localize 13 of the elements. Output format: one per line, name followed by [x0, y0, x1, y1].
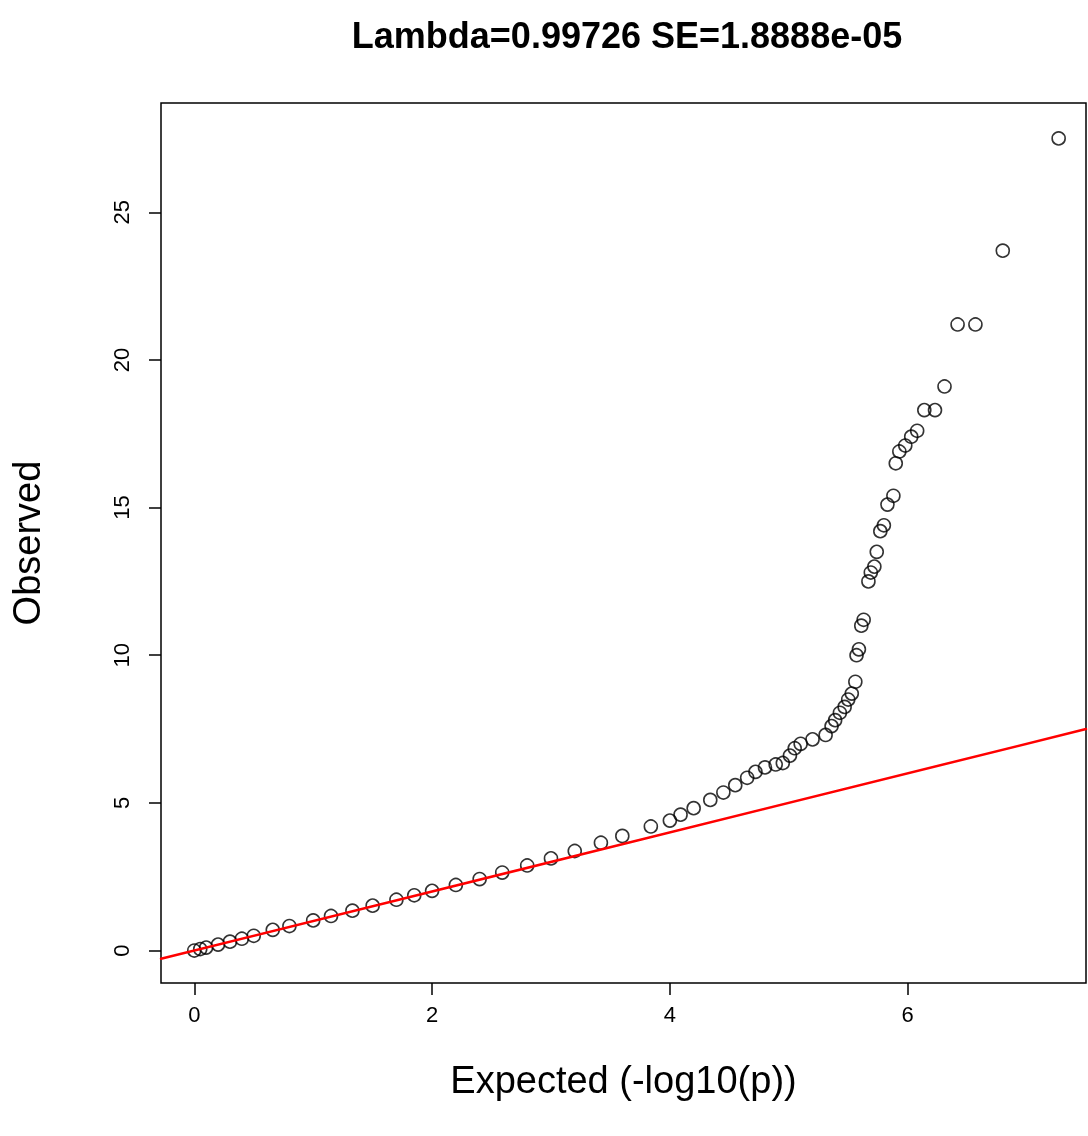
y-tick-label: 15: [108, 495, 134, 520]
x-tick-label: 6: [901, 1001, 914, 1027]
y-tick-label: 20: [108, 347, 134, 373]
chart-title: Lambda=0.99726 SE=1.8888e-05: [351, 14, 903, 56]
y-tick-label: 5: [108, 796, 134, 809]
x-tick-label: 0: [188, 1001, 201, 1027]
y-tick-label: 10: [108, 642, 134, 668]
x-axis-title: Expected (-log10(p)): [450, 1059, 797, 1101]
y-tick-label: 25: [108, 200, 134, 225]
x-tick-label: 4: [663, 1001, 676, 1027]
y-tick-label: 0: [108, 944, 134, 957]
x-tick-label: 2: [425, 1001, 439, 1027]
y-axis-title: Observed: [6, 460, 48, 626]
